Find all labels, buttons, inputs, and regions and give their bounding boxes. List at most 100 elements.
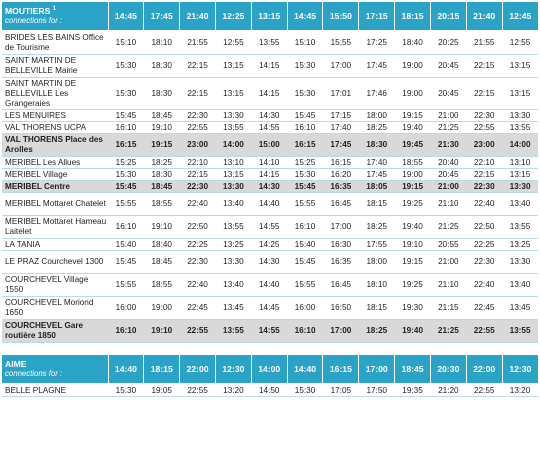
departure-time: 18:15 (143, 355, 181, 385)
arrival-time: 17:01 (322, 77, 359, 110)
arrival-time: 22:30 (179, 250, 216, 274)
arrival-time: 15:45 (108, 250, 144, 274)
departure-time: 14:45 (108, 2, 145, 32)
arrival-time: 13:15 (215, 54, 252, 78)
arrival-time: 14:55 (251, 121, 288, 134)
stop-name: SAINT MARTIN DE BELLEVILLE Les Grangerai… (2, 77, 108, 110)
arrival-time: 15:45 (108, 180, 144, 193)
stop-name: BRIDES LES BAINS Office de Tourisme (2, 31, 108, 55)
arrival-time: 19:10 (143, 215, 180, 239)
arrival-time: 18:30 (143, 168, 180, 181)
departure-time: 14:40 (287, 355, 324, 385)
arrival-time: 21:30 (430, 133, 467, 157)
stop-name: VAL THORENS Place des Arolles (2, 133, 108, 157)
arrival-time: 21:25 (430, 215, 467, 239)
arrival-time: 14:25 (251, 238, 288, 251)
arrival-time: 22:45 (179, 296, 216, 320)
arrival-time: 19:00 (143, 296, 180, 320)
arrival-time: 16:50 (322, 296, 359, 320)
arrival-time: 13:30 (502, 109, 538, 122)
arrival-time: 13:15 (215, 77, 252, 110)
arrival-time: 19:45 (394, 133, 431, 157)
departure-time: 20:30 (430, 355, 467, 385)
arrival-time: 14:30 (251, 250, 288, 274)
arrival-time: 18:55 (143, 192, 180, 216)
arrival-time: 13:15 (502, 77, 538, 110)
arrival-time: 20:25 (430, 31, 467, 55)
stop-name: MERIBEL Les Allues (2, 156, 108, 169)
stop-name: SAINT MARTIN DE BELLEVILLE Mairie (2, 54, 108, 78)
arrival-time: 21:55 (466, 31, 503, 55)
stop-name: LE PRAZ Courchevel 1300 (2, 250, 108, 274)
arrival-time: 22:15 (466, 54, 503, 78)
arrival-time: 22:15 (466, 168, 503, 181)
section-subtitle: connections for : (5, 369, 63, 378)
arrival-time: 16:10 (287, 319, 323, 343)
arrival-time: 12:55 (502, 31, 538, 55)
arrival-time: 22:55 (466, 319, 503, 343)
arrival-time: 20:45 (430, 77, 467, 110)
arrival-time: 13:40 (502, 273, 538, 297)
arrival-time: 21:15 (430, 296, 467, 320)
departure-time: 17:15 (358, 2, 396, 32)
arrival-time: 14:55 (251, 319, 288, 343)
arrival-time: 18:45 (143, 180, 180, 193)
arrival-time: 19:10 (394, 238, 431, 251)
arrival-time: 19:25 (394, 273, 431, 297)
stop-row: SAINT MARTIN DE BELLEVILLE Les Grangerai… (2, 77, 538, 110)
arrival-time: 13:30 (215, 180, 252, 193)
stop-name: BELLE PLAGNE (2, 384, 108, 397)
arrival-time: 15:30 (287, 384, 323, 397)
arrival-time: 21:25 (430, 319, 467, 343)
departure-time: 20:15 (430, 2, 467, 32)
arrival-time: 19:40 (394, 215, 431, 239)
arrival-time: 16:10 (108, 319, 144, 343)
arrival-time: 13:40 (215, 273, 252, 297)
departure-time: 16:15 (322, 355, 360, 385)
arrival-time: 15:10 (108, 31, 144, 55)
arrival-time: 18:45 (143, 250, 180, 274)
arrival-time: 16:15 (322, 156, 359, 169)
arrival-time: 15:30 (287, 77, 323, 110)
arrival-time: 17:00 (322, 215, 359, 239)
arrival-time: 21:00 (430, 109, 467, 122)
arrival-time: 22:10 (466, 156, 503, 169)
arrival-time: 17:50 (358, 384, 395, 397)
section-subtitle: connections for : (5, 16, 63, 25)
arrival-time: 17:45 (322, 133, 359, 157)
arrival-time: 17:00 (322, 54, 359, 78)
arrival-time: 17:25 (358, 31, 395, 55)
arrival-time: 21:10 (430, 192, 467, 216)
arrival-time: 15:45 (108, 109, 144, 122)
stop-name: MERIBEL Mottaret Hameau Laitelet (2, 215, 108, 239)
arrival-time: 15:25 (108, 156, 144, 169)
arrival-time: 20:40 (430, 156, 467, 169)
arrival-time: 21:00 (430, 250, 467, 274)
arrival-time: 18:45 (143, 109, 180, 122)
arrival-time: 13:55 (502, 121, 538, 134)
arrival-time: 13:20 (502, 384, 538, 397)
arrival-time: 18:00 (358, 109, 395, 122)
arrival-time: 13:30 (502, 180, 538, 193)
section-origin: MOUTIERS (5, 6, 51, 16)
arrival-time: 22:55 (466, 384, 503, 397)
arrival-time: 15:40 (108, 238, 144, 251)
arrival-time: 17:00 (322, 319, 359, 343)
stop-name: LES MENUIRES (2, 109, 108, 122)
departure-time: 14:40 (108, 355, 145, 385)
stop-row: BELLE PLAGNE 15:30 19:05 22:55 13:20 14:50 15:… (2, 384, 538, 397)
arrival-time: 22:25 (466, 238, 503, 251)
arrival-time: 16:10 (108, 215, 144, 239)
arrival-time: 17:55 (358, 238, 395, 251)
arrival-time: 16:15 (287, 133, 323, 157)
arrival-time: 15:55 (322, 31, 359, 55)
stop-row: MERIBEL Mottaret Chatelet 15:55 18:55 22:40… (2, 192, 538, 216)
arrival-time: 16:20 (322, 168, 359, 181)
footnote-marker: 1 (52, 6, 57, 13)
arrival-time: 13:30 (215, 109, 252, 122)
arrival-time: 13:25 (215, 238, 252, 251)
stop-name: MERIBEL Village (2, 168, 108, 181)
arrival-time: 22:15 (179, 54, 216, 78)
arrival-time: 22:55 (179, 121, 216, 134)
arrival-time: 21:25 (430, 121, 467, 134)
